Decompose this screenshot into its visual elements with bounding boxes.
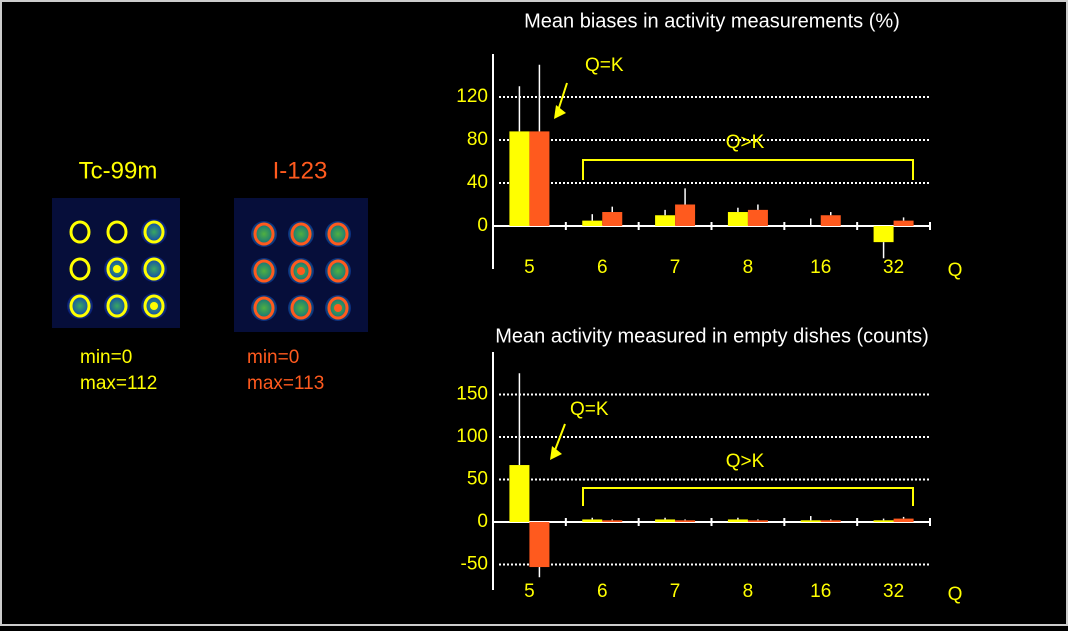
roi-dot <box>150 302 158 310</box>
x-tick-label: 8 <box>743 257 754 278</box>
chart-title: Mean biases in activity measurements (%) <box>524 10 900 32</box>
y-tick-label: 120 <box>456 86 488 107</box>
x-tick-label: 5 <box>524 581 535 602</box>
image-max: max=113 <box>247 373 324 394</box>
bar <box>509 131 529 226</box>
x-tick-label: 16 <box>810 257 831 278</box>
roi-dot <box>297 267 305 275</box>
bar <box>801 520 821 522</box>
slide: Tc-99m I-123 min=0 max=112 min=0 max=113… <box>0 0 1068 626</box>
bar <box>529 131 549 226</box>
bar <box>894 519 914 522</box>
annotation: Q>K <box>726 132 765 153</box>
image-label: I-123 <box>273 157 328 184</box>
bar <box>675 520 695 522</box>
bar <box>602 520 622 522</box>
bar <box>874 520 894 522</box>
bar <box>748 210 768 226</box>
y-tick-label: 0 <box>477 215 488 236</box>
y-tick-label: 50 <box>467 469 488 490</box>
x-tick-label: 7 <box>670 257 681 278</box>
x-axis-label: Q <box>948 260 963 281</box>
x-tick-label: 5 <box>524 257 535 278</box>
y-tick-label: 40 <box>467 172 488 193</box>
x-tick-label: 6 <box>597 257 608 278</box>
image-max: max=112 <box>80 373 157 394</box>
chart-title: Mean activity measured in empty dishes (… <box>495 325 929 347</box>
x-tick-label: 6 <box>597 581 608 602</box>
x-axis-label: Q <box>948 584 963 605</box>
page: Tc-99m I-123 min=0 max=112 min=0 max=113… <box>0 0 1068 626</box>
bar <box>582 519 602 522</box>
y-tick-label: 100 <box>456 426 488 447</box>
bar <box>821 520 841 522</box>
x-tick-label: 32 <box>883 257 904 278</box>
annotation: Q=K <box>570 399 609 420</box>
x-tick-label: 16 <box>810 581 831 602</box>
roi-dot <box>113 265 121 273</box>
annotation: Q=K <box>585 55 624 76</box>
bar <box>655 215 675 226</box>
image-min: min=0 <box>247 347 299 368</box>
x-tick-label: 32 <box>883 581 904 602</box>
bar <box>529 522 549 567</box>
x-tick-label: 7 <box>670 581 681 602</box>
image-label: Tc-99m <box>79 157 158 184</box>
x-tick-label: 8 <box>743 581 754 602</box>
bar <box>728 212 748 226</box>
bar <box>821 215 841 226</box>
bar <box>655 519 675 522</box>
bar <box>509 465 529 522</box>
bar <box>675 205 695 227</box>
bar <box>894 221 914 226</box>
bar <box>748 520 768 522</box>
y-tick-label: 0 <box>477 511 488 532</box>
bar <box>728 519 748 522</box>
bar <box>602 212 622 226</box>
bar <box>874 226 894 242</box>
image-min: min=0 <box>80 347 132 368</box>
y-tick-label: 80 <box>467 129 488 150</box>
annotation: Q>K <box>726 451 765 472</box>
roi-dot <box>334 304 342 312</box>
bar <box>582 221 602 226</box>
y-tick-label: 150 <box>456 384 488 405</box>
y-tick-label: -50 <box>461 554 488 575</box>
